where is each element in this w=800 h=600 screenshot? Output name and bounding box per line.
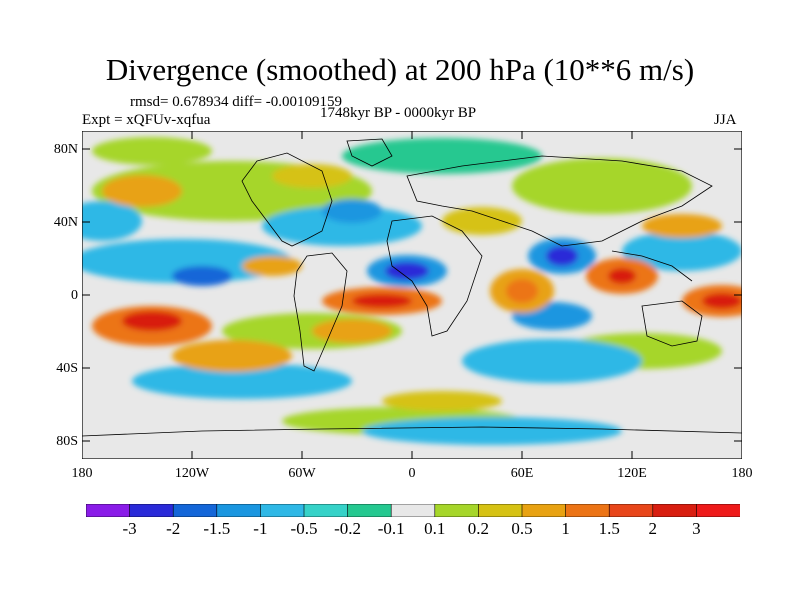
colorbar-tick-label: -2 bbox=[166, 519, 181, 538]
lon-label-120e: 120E bbox=[617, 466, 647, 481]
contour-blob bbox=[702, 293, 742, 309]
colorbar-swatch bbox=[565, 504, 610, 517]
colorbar-tick-label: -1.5 bbox=[203, 519, 231, 538]
contour-blob bbox=[312, 319, 392, 343]
lat-label-40s: 40S bbox=[56, 361, 78, 376]
lon-label-60e: 60E bbox=[510, 466, 534, 481]
colorbar-swatch bbox=[434, 504, 479, 517]
stats-label: rmsd= 0.678934 diff= -0.00109159 bbox=[130, 94, 343, 110]
season-label: JJA bbox=[714, 112, 737, 128]
contour-blob bbox=[382, 391, 502, 411]
colorbar-swatch bbox=[303, 504, 349, 517]
contour-blob bbox=[546, 246, 578, 266]
colorbar-swatch bbox=[608, 504, 654, 517]
coast-north-america bbox=[241, 152, 333, 247]
coast-australia bbox=[641, 300, 703, 347]
colorbar-swatch bbox=[260, 504, 305, 517]
contour-field bbox=[82, 137, 742, 445]
colorbar-swatch bbox=[172, 504, 218, 517]
lat-label-40n: 40N bbox=[53, 215, 78, 230]
contour-blob bbox=[122, 311, 182, 331]
contour-blob bbox=[362, 417, 622, 445]
contour-blob bbox=[172, 340, 292, 372]
lat-label-0: 0 bbox=[71, 288, 78, 303]
contour-blob bbox=[82, 201, 142, 241]
contour-blob bbox=[92, 137, 212, 165]
colorbar bbox=[86, 504, 740, 517]
contour-blob bbox=[385, 262, 429, 280]
contour-blob bbox=[608, 268, 636, 284]
colorbar-tick-label: 2 bbox=[648, 519, 658, 538]
contour-blob bbox=[172, 266, 232, 286]
contour-blob bbox=[102, 175, 182, 207]
colorbar-swatch bbox=[86, 504, 131, 517]
coast-south-america bbox=[293, 252, 348, 372]
colorbar-swatch bbox=[347, 504, 392, 517]
lat-label-80s: 80S bbox=[56, 434, 78, 449]
coast-maritime-continent bbox=[611, 250, 693, 282]
coast-eurasia bbox=[406, 155, 713, 247]
lon-label-120w: 120W bbox=[174, 466, 210, 481]
contour-blob bbox=[462, 339, 642, 383]
colorbar-tick-label: 1.5 bbox=[598, 519, 620, 538]
axis-ticks bbox=[82, 131, 742, 459]
colorbar-tick-label: 3 bbox=[692, 519, 701, 538]
plot-title: Divergence (smoothed) at 200 hPa (10**6 … bbox=[105, 52, 695, 87]
colorbar-swatch bbox=[696, 504, 740, 517]
colorbar-tick-label: 0.2 bbox=[467, 519, 490, 538]
coastlines bbox=[82, 138, 742, 437]
lon-label-60w: 60W bbox=[288, 466, 316, 481]
colorbar-swatch bbox=[521, 504, 567, 517]
coast-antarctica bbox=[82, 426, 742, 437]
colorbar-tick-label: -0.2 bbox=[334, 519, 362, 538]
colorbar-tick-label: -0.5 bbox=[290, 519, 318, 538]
contour-blob bbox=[352, 294, 412, 308]
contour-blob bbox=[622, 231, 742, 271]
contour-blob bbox=[512, 158, 692, 214]
lon-label-180w: 180 bbox=[71, 466, 93, 481]
contour-blob bbox=[272, 164, 352, 188]
contour-blob bbox=[642, 214, 722, 238]
colorbar-swatch bbox=[216, 504, 262, 517]
colorbar-tick-label: 1 bbox=[561, 519, 570, 538]
colorbar-tick-label: -0.1 bbox=[377, 519, 405, 538]
lon-label-180e: 180 bbox=[731, 466, 753, 481]
colorbar-swatch bbox=[652, 504, 697, 517]
colorbar-swatch bbox=[478, 504, 523, 517]
period-label: 1748kyr BP - 0000kyr BP bbox=[320, 105, 477, 121]
colorbar-tick-label: -3 bbox=[122, 519, 137, 538]
contour-blob bbox=[242, 256, 302, 276]
coast-greenland bbox=[346, 138, 393, 167]
contour-blob bbox=[82, 239, 292, 283]
contour-blob bbox=[132, 363, 352, 399]
contour-blob bbox=[506, 279, 538, 303]
colorbar-swatch bbox=[129, 504, 174, 517]
experiment-label: Expt = xQFUv-xqfua bbox=[82, 112, 211, 128]
coast-africa bbox=[386, 215, 483, 337]
divergence-map bbox=[82, 131, 742, 459]
contour-blob bbox=[322, 199, 382, 223]
lat-label-80n: 80N bbox=[53, 142, 78, 157]
colorbar-tick-label: -1 bbox=[253, 519, 268, 538]
contour-blob bbox=[342, 138, 542, 174]
contour-blob bbox=[442, 207, 522, 235]
contour-blob bbox=[262, 206, 422, 246]
colorbar-tick-label: 0.1 bbox=[424, 519, 446, 538]
colorbar-tick-label: 0.5 bbox=[511, 519, 533, 538]
lon-label-0: 0 bbox=[408, 466, 416, 481]
colorbar-swatch bbox=[390, 504, 436, 517]
